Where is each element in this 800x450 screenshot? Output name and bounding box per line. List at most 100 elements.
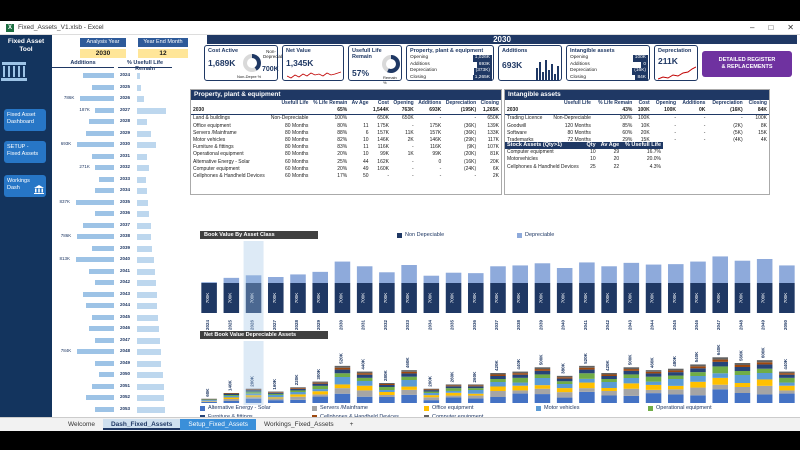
additions-row: 2052: [52, 392, 172, 403]
nbv-chart: 60K 140K 200K 160K 220K 300K 520K 440K 280K 460K 2…: [201, 341, 795, 405]
additions-bar: [95, 406, 114, 412]
table-cell: 85%: [622, 122, 633, 129]
tab-setup-fixed-assets[interactable]: Setup_Fixed_Assets: [180, 419, 257, 430]
table-cell: Operational equipment: [193, 151, 244, 158]
table-row: Motor vehicles 80 Months 82% 10 146K 2K 146K (2…: [191, 137, 501, 144]
kpi-row-value: 1,026K: [472, 55, 492, 62]
bar-depreciable: [668, 264, 684, 283]
stack-segment: [623, 388, 640, 396]
bar-data-label: 700K: [205, 293, 210, 304]
additions-bar: [76, 142, 114, 147]
stack-segment: [556, 392, 573, 398]
year-label: 2049: [120, 359, 131, 365]
stock-cell: Cellphones & Handheld Devices: [507, 163, 579, 170]
sidebar-item-workings[interactable]: Workings Dash: [4, 175, 46, 197]
table-header-row: Usefull Life % Life Remain Cost Opening Addi…: [505, 100, 769, 107]
stack-segment: [779, 382, 795, 386]
legend-label: Non Depeciable: [405, 232, 445, 238]
stack-segment: [423, 388, 440, 390]
additions-row: 693K 2030: [52, 139, 172, 150]
table-header-row: Usefull Life % Life Remain Av Age Cost Openi…: [191, 100, 501, 107]
stack-segment: [512, 385, 528, 391]
kpi-row-label: Depreciation: [410, 68, 437, 73]
table-cell: 100K: [638, 115, 650, 122]
additions-bar: [95, 188, 114, 193]
table-row: Land & buildings Non-Depreciable 100% 650K 6…: [191, 115, 501, 123]
table-cell: 763K: [390, 107, 416, 116]
bar-non-depreciable: [734, 283, 751, 313]
kpi-title: Net Value: [286, 48, 311, 54]
life-bar: [137, 211, 149, 217]
tab-welcome[interactable]: Welcome: [68, 421, 95, 428]
stack-segment: [779, 371, 795, 374]
bar-data-label: 700K: [605, 293, 610, 304]
ppe-panel: Property, plant & equipment Usefull Life…: [190, 89, 502, 195]
add-sheet-button[interactable]: +: [349, 421, 354, 428]
table-cell: (20K): [463, 151, 477, 158]
bar-non-depreciable: [356, 283, 373, 313]
bar-depreciable: [245, 275, 262, 283]
additions-bar: [95, 211, 114, 216]
table-cell: 2030: [191, 107, 269, 116]
table-row: Trading Licence Non-Depreciable 100% 100K - -…: [505, 115, 769, 123]
tab-workings-fixed-assets[interactable]: Workings_Fixed_Assets: [264, 421, 334, 428]
life-bar: [137, 234, 152, 240]
maximize-icon[interactable]: □: [768, 23, 774, 32]
stack-segment: [512, 393, 528, 403]
table-cell: -: [412, 144, 414, 151]
table-cell: 83%: [337, 144, 348, 151]
stack-segment: [668, 394, 684, 403]
year-end-input[interactable]: 12: [138, 49, 188, 58]
additions-value: 187K: [79, 106, 90, 112]
table-cell: 17%: [337, 173, 348, 180]
stack-segment: [468, 386, 484, 389]
kpi-row-label: Depreciation: [570, 68, 597, 73]
stack-segment: [779, 385, 795, 391]
bar-data-label: 700K: [361, 293, 366, 304]
bar-depreciable: [201, 282, 217, 283]
additions-row: 2036: [52, 208, 172, 219]
bar-depreciable: [779, 265, 795, 283]
stack-segment: [334, 373, 351, 377]
ppe-table: Usefull Life % Life Remain Av Age Cost Openi…: [191, 100, 501, 180]
year-label: 2041: [120, 267, 131, 273]
life-bar: [137, 130, 151, 137]
sidebar-item-dashboard[interactable]: Fixed Asset Dashboard: [4, 109, 46, 131]
bar-total-label: 200K: [250, 375, 255, 387]
x-tick-label: 2049: [761, 319, 766, 330]
table-cell: 99K: [380, 151, 389, 158]
stack-segment: [356, 381, 373, 386]
minimize-icon[interactable]: –: [750, 23, 755, 32]
ppe-title: Property, plant & equipment: [191, 90, 501, 100]
bar-total-label: 280K: [383, 369, 388, 381]
table-cell: 157K: [377, 129, 389, 136]
additions-bar: [83, 291, 114, 297]
analysis-year-input[interactable]: 2030: [80, 49, 126, 58]
stack-segment: [401, 370, 417, 372]
table-cell: -: [703, 129, 706, 136]
stack-segment: [579, 373, 595, 379]
stack-segment: [468, 385, 484, 387]
year-label: 2029: [120, 129, 131, 135]
detailed-register-button[interactable]: DETAILED REGISTER & REPLACEMENTS: [702, 51, 792, 77]
stack-segment: [512, 373, 528, 375]
close-icon[interactable]: ✕: [787, 23, 794, 32]
table-cell: (24K): [463, 165, 477, 172]
x-tick-label: 2029: [316, 319, 321, 330]
stack-segment: [468, 390, 484, 394]
intangible-title: Intangible assets: [505, 90, 769, 100]
tab-dash-fixed-assets[interactable]: Dash_Fixed_Assets: [102, 419, 181, 430]
sidebar-item-setup[interactable]: SETUP - Fixed Assets: [4, 141, 46, 163]
table-cell: -: [674, 115, 677, 122]
year-label: 2036: [120, 210, 131, 215]
table-cell: 146K: [429, 137, 442, 144]
table-header-cell: Additions: [682, 100, 706, 106]
stack-segment: [201, 401, 217, 403]
bar-depreciable: [579, 262, 595, 283]
window-title: Fixed_Assets_V1.xlsb - Excel: [18, 24, 104, 31]
stack-segment: [334, 367, 351, 370]
additions-bar: [98, 176, 114, 182]
additions-row: 2053: [52, 404, 172, 415]
selected-year-highlight: [243, 241, 264, 331]
bar-non-depreciable: [756, 283, 773, 313]
